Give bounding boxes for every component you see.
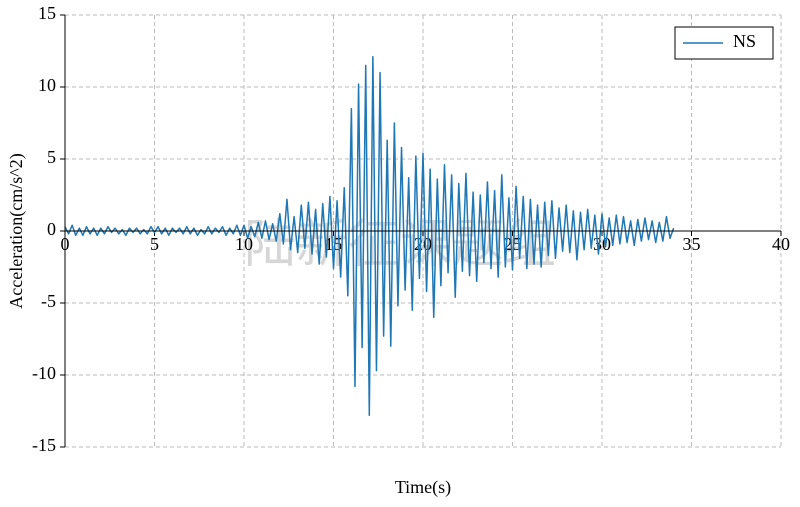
y-tick-label: 15 [38, 3, 56, 23]
x-tick-label: 35 [683, 234, 701, 254]
y-tick-label: 0 [47, 219, 56, 239]
legend: NS [674, 26, 774, 60]
y-tick-label: 5 [47, 147, 56, 167]
y-tick-label: -10 [32, 363, 56, 383]
x-tick-label: 25 [504, 234, 522, 254]
x-tick-label: 20 [414, 234, 432, 254]
y-tick-label: -5 [41, 291, 56, 311]
y-tick-label: -15 [32, 435, 56, 455]
x-tick-label: 40 [772, 234, 790, 254]
y-axis-label: Acceleration(cm/s^2) [6, 153, 27, 308]
legend-label: NS [733, 31, 756, 51]
x-tick-label: 30 [593, 234, 611, 254]
x-tick-label: 5 [150, 234, 159, 254]
x-tick-label: 10 [235, 234, 253, 254]
x-tick-label: 15 [325, 234, 343, 254]
y-tick-label: 10 [38, 75, 56, 95]
x-axis-label: Time(s) [395, 477, 451, 498]
